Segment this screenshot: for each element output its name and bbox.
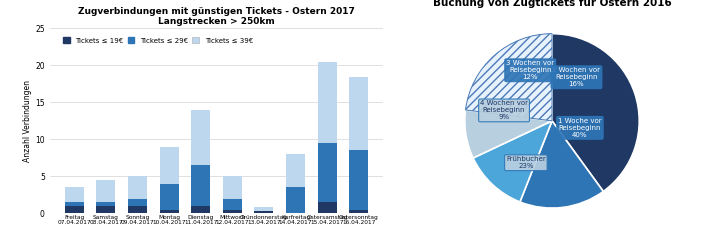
Bar — [349, 210, 368, 213]
Bar — [317, 202, 337, 213]
Bar — [128, 206, 147, 213]
Bar — [317, 143, 337, 202]
Wedge shape — [466, 34, 552, 121]
Bar — [191, 110, 210, 165]
Wedge shape — [552, 34, 639, 191]
Bar — [349, 150, 368, 210]
Bar — [65, 202, 84, 206]
Bar — [223, 176, 242, 199]
Wedge shape — [520, 121, 604, 208]
Bar — [97, 180, 116, 202]
Bar — [254, 211, 273, 213]
Bar — [160, 184, 179, 210]
Bar — [65, 187, 84, 202]
Bar — [65, 206, 84, 213]
Text: 2 Wochen vor
Reisebeginn
16%: 2 Wochen vor Reisebeginn 16% — [552, 67, 601, 87]
Bar — [286, 154, 305, 187]
Text: 3 Wochen vor
Reisebeginn
12%: 3 Wochen vor Reisebeginn 12% — [506, 60, 555, 80]
Bar — [160, 210, 179, 213]
Bar — [317, 62, 337, 143]
Text: 4 Wochen vor
Reisebeginn
9%: 4 Wochen vor Reisebeginn 9% — [480, 100, 528, 120]
Bar — [97, 206, 116, 213]
Bar — [97, 202, 116, 206]
Wedge shape — [473, 121, 552, 202]
Text: Frühbucher
23%: Frühbucher 23% — [506, 156, 546, 169]
Bar — [286, 187, 305, 213]
Title: Zugverbindungen mit günstigen Tickets - Ostern 2017
Langstrecken > 250km: Zugverbindungen mit günstigen Tickets - … — [78, 7, 355, 26]
Bar — [128, 199, 147, 206]
Wedge shape — [465, 110, 552, 158]
Bar — [223, 210, 242, 213]
Y-axis label: Anzahl Verbindungen: Anzahl Verbindungen — [23, 80, 33, 162]
Bar — [223, 199, 242, 210]
Bar — [160, 147, 179, 184]
Bar — [191, 206, 210, 213]
Bar — [349, 77, 368, 150]
Title: Buchung von Zugtickets für Ostern 2016: Buchung von Zugtickets für Ostern 2016 — [432, 0, 672, 8]
Legend: Tickets ≤ 19€, Tickets ≤ 29€, Tickets ≤ 39€: Tickets ≤ 19€, Tickets ≤ 29€, Tickets ≤ … — [60, 35, 256, 46]
Text: 1 Woche vor
Reisebeginn
40%: 1 Woche vor Reisebeginn 40% — [558, 118, 602, 138]
Bar — [191, 165, 210, 206]
Bar — [128, 176, 147, 199]
Bar — [254, 207, 273, 211]
